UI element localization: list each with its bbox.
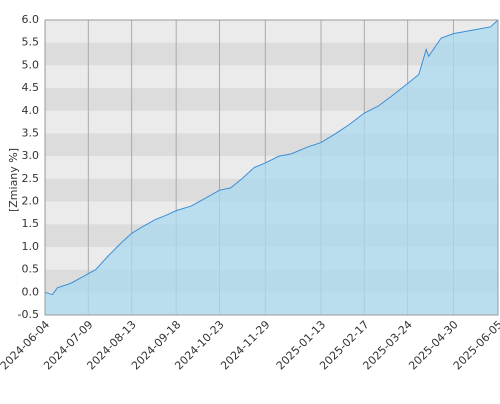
- area: [45, 20, 498, 315]
- y-tick-label: 5.0: [22, 58, 40, 71]
- y-axis-label: [Zmiany %]: [7, 148, 20, 212]
- line: [44, 19, 499, 296]
- grid-band: [45, 42, 498, 66]
- y-tick-label: -0.5: [18, 308, 39, 321]
- y-tick-label: 4.5: [22, 81, 40, 94]
- x-tick-label: 2024-11-29: [218, 318, 272, 372]
- y-tick-label: 4.0: [22, 104, 40, 117]
- y-tick-label: 0.0: [22, 285, 40, 298]
- y-tick-label: 2.5: [22, 172, 40, 185]
- y-tick-label: 6.0: [22, 13, 40, 26]
- y-tick-label: 3.0: [22, 149, 40, 162]
- y-tick-label: 1.0: [22, 240, 40, 253]
- y-tick-label: 2.0: [22, 195, 40, 208]
- y-tick-label: 5.5: [22, 36, 40, 49]
- y-tick-label: 0.5: [22, 263, 40, 276]
- y-tick-label: 1.5: [22, 217, 40, 230]
- y-tick-label: 3.5: [22, 126, 40, 139]
- plot-border: [44, 19, 499, 316]
